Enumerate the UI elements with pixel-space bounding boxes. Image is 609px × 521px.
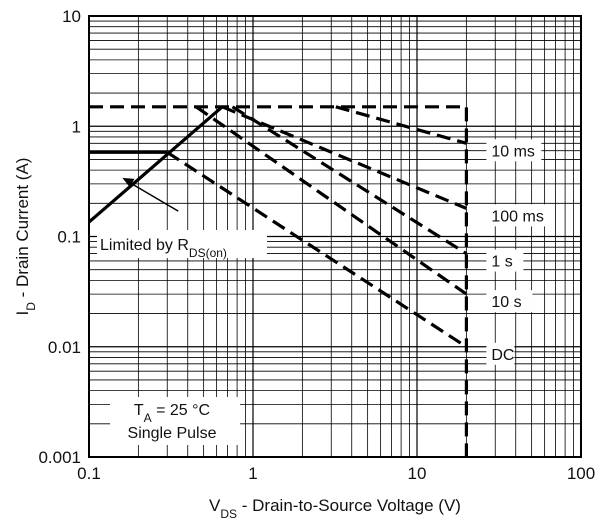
curve-label: 1 s	[491, 254, 512, 271]
ta-label: TA = 25 °C	[134, 402, 210, 425]
curve-label-bg	[486, 139, 542, 162]
curve-label-bg	[486, 290, 533, 313]
curve-labels: 10 ms 100 ms 1 s 10 s DC	[486, 139, 551, 365]
x-axis-label: VDS - Drain-to-Source Voltage (V)	[209, 496, 461, 521]
plot-frame	[88, 15, 582, 458]
rds-label: Limited by RDS(on)	[100, 237, 227, 260]
rds-annotation: Limited by RDS(on)	[97, 177, 267, 260]
series-line	[231, 105, 468, 255]
y-tick-label: 0.001	[38, 448, 81, 467]
curve-label-bg	[486, 342, 515, 365]
rds-label-bg	[97, 230, 267, 258]
x-tick-label: 100	[567, 464, 595, 483]
x-tick-label: 0.1	[77, 464, 101, 483]
rds-arrow-head	[122, 177, 135, 187]
curves	[87, 105, 468, 457]
conditions-annotation: TA = 25 °C Single Pulse	[110, 397, 240, 445]
series-line	[87, 105, 224, 224]
y-tick-label: 1	[72, 117, 81, 136]
series-line	[166, 150, 468, 349]
series-line	[335, 105, 467, 145]
y-axis-label: ID - Drain Current (A)	[13, 158, 38, 316]
curve-label: 10 s	[491, 294, 521, 311]
curve-label: DC	[491, 347, 514, 364]
curve-label: 100 ms	[491, 208, 543, 225]
curve-label: 10 ms	[491, 143, 535, 160]
rds-arrow-line	[128, 181, 179, 212]
y-tick-label: 0.1	[57, 228, 81, 247]
series-line	[89, 105, 468, 457]
y-tick-label: 10	[62, 7, 81, 26]
y-tick-label: 0.01	[48, 338, 81, 357]
series-line	[221, 105, 468, 210]
x-tick-label: 1	[248, 464, 257, 483]
curve-label-bg	[486, 249, 524, 272]
series-line	[195, 105, 468, 296]
tick-labels: 0.1 1 10 100 0.001 0.01 0.1 1 10	[38, 7, 595, 483]
conditions-bg	[110, 397, 240, 445]
x-tick-label: 10	[408, 464, 427, 483]
curve-label-bg	[486, 204, 551, 227]
single-pulse-label: Single Pulse	[128, 425, 217, 442]
